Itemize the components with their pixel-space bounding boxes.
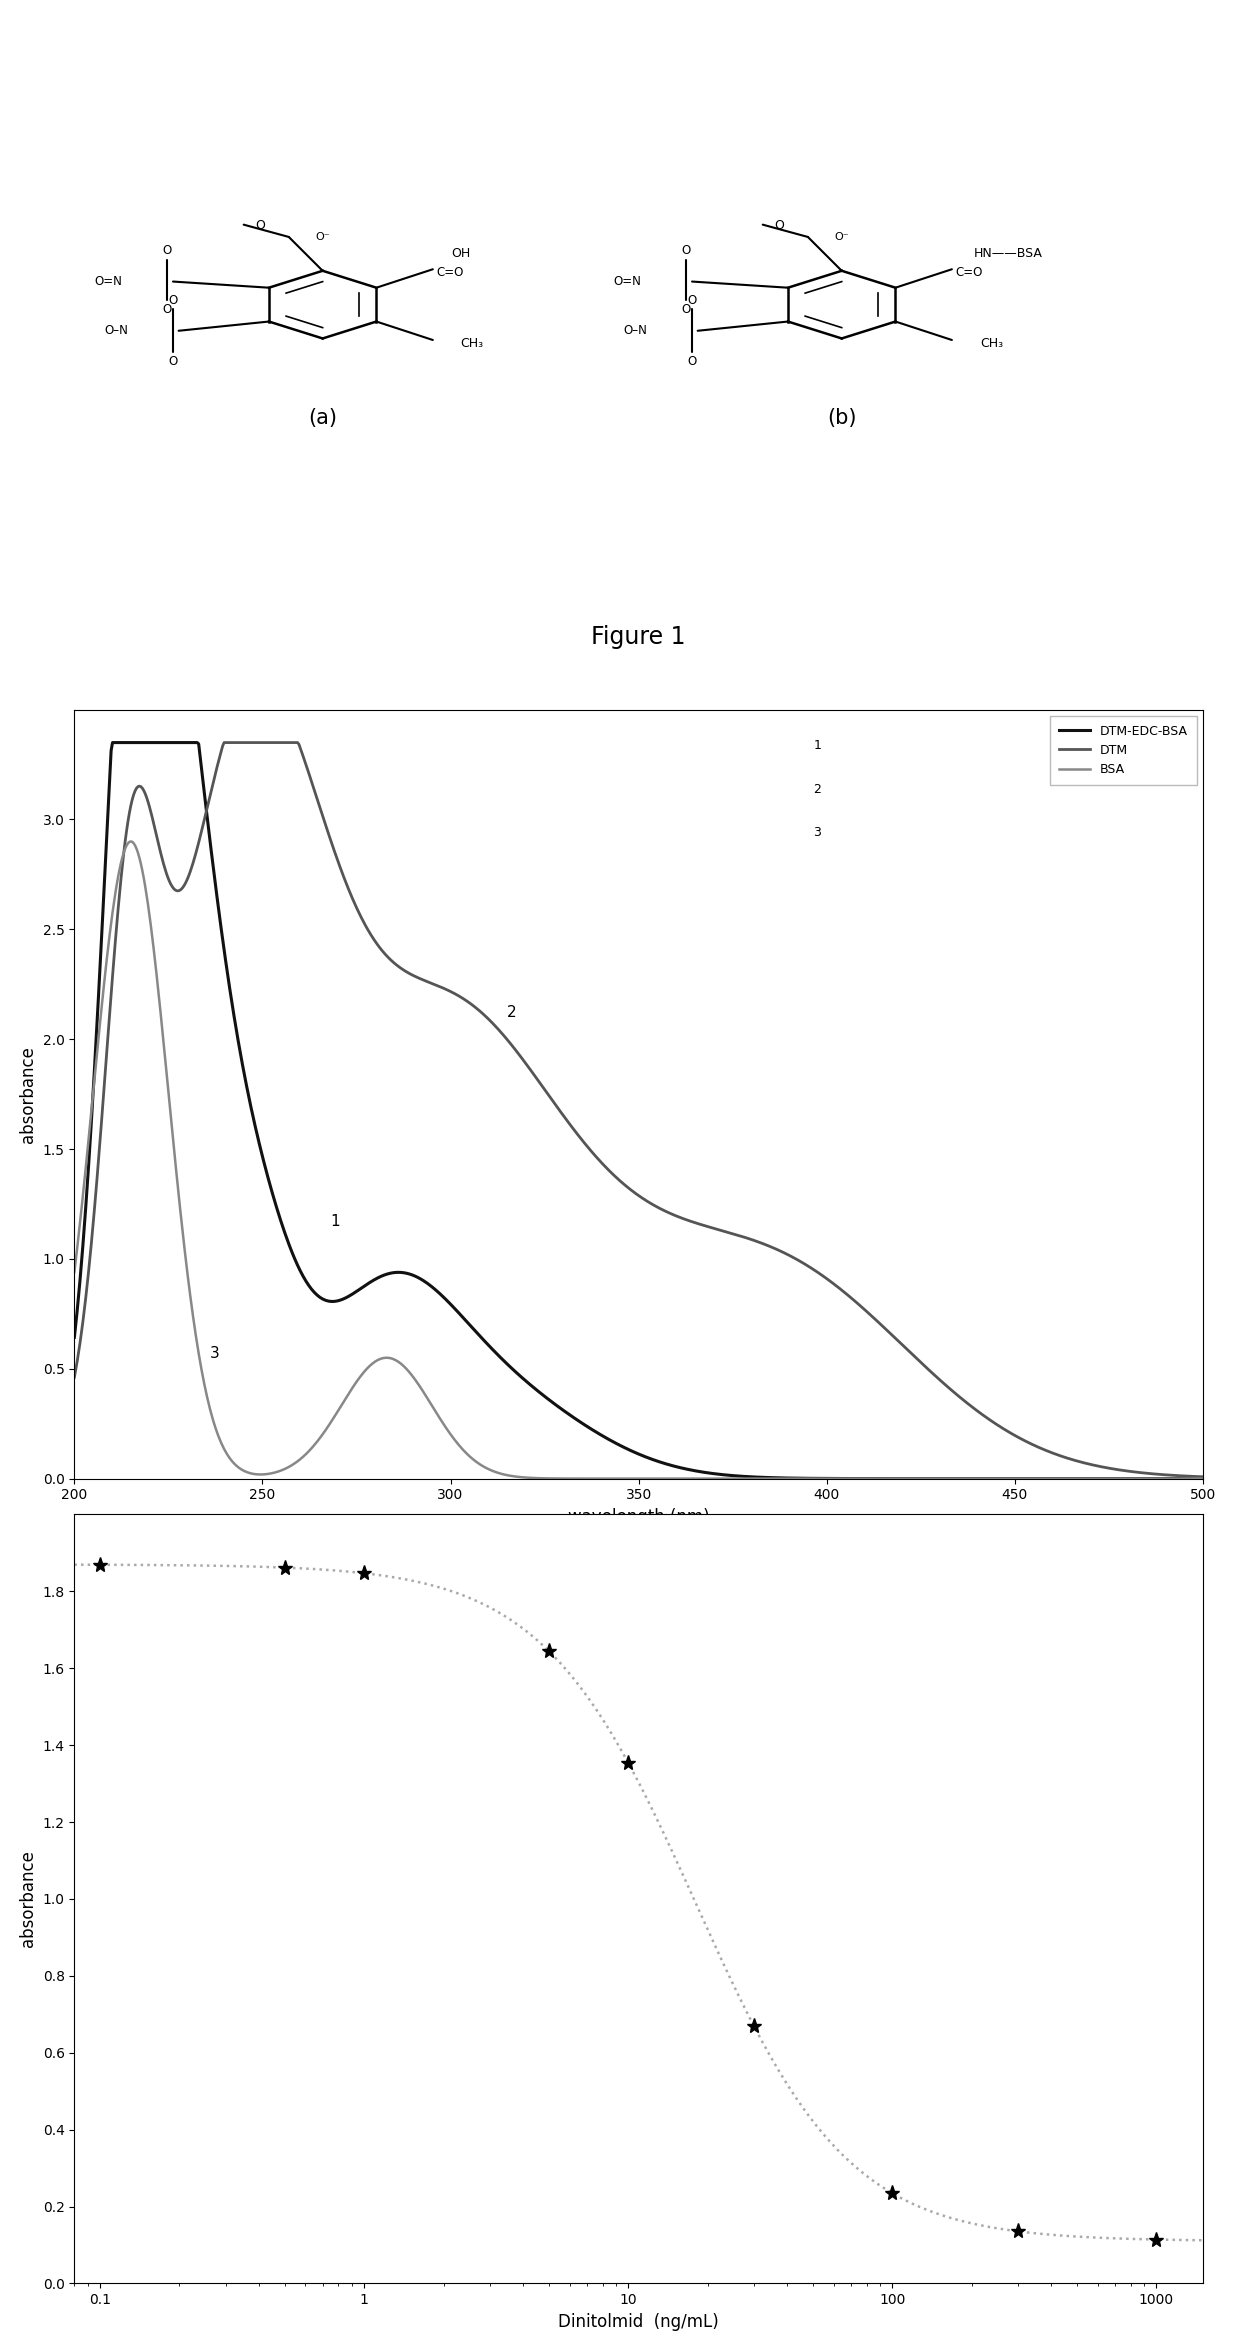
Text: (b): (b) — [827, 408, 857, 429]
Text: (a): (a) — [309, 408, 337, 429]
X-axis label: Dinitolmid  (ng/mL): Dinitolmid (ng/mL) — [558, 2314, 719, 2330]
Text: 3: 3 — [210, 1347, 219, 1361]
Text: CH₃: CH₃ — [980, 337, 1003, 349]
X-axis label: wavelength (nm): wavelength (nm) — [568, 1508, 709, 1527]
Text: OH: OH — [451, 248, 471, 260]
Text: 2: 2 — [507, 1005, 517, 1021]
Text: O: O — [169, 356, 177, 368]
Text: O–N: O–N — [622, 323, 647, 337]
Text: O⁻: O⁻ — [315, 232, 330, 241]
Text: O: O — [255, 220, 265, 232]
Text: O–N: O–N — [104, 323, 128, 337]
Text: HN——BSA: HN——BSA — [973, 248, 1043, 260]
Text: C=O: C=O — [955, 267, 982, 279]
Y-axis label: absorbance: absorbance — [19, 1045, 37, 1143]
Text: O: O — [162, 244, 172, 258]
Text: O: O — [687, 293, 697, 307]
Text: 1: 1 — [330, 1213, 340, 1230]
Text: O⁻: O⁻ — [835, 232, 849, 241]
Y-axis label: absorbance: absorbance — [19, 1850, 37, 1949]
Text: O: O — [775, 220, 785, 232]
Text: O: O — [687, 356, 697, 368]
Text: 2: 2 — [813, 782, 821, 796]
Text: O=N: O=N — [614, 274, 641, 288]
Text: 1: 1 — [813, 738, 821, 752]
Text: Figure 2: Figure 2 — [591, 1579, 686, 1602]
Text: O: O — [169, 293, 177, 307]
Text: O=N: O=N — [94, 274, 123, 288]
Text: O: O — [162, 302, 172, 316]
Text: Figure 1: Figure 1 — [591, 625, 686, 649]
Text: 3: 3 — [813, 827, 821, 838]
Text: O: O — [682, 244, 691, 258]
Text: O: O — [682, 302, 691, 316]
Legend: DTM-EDC-BSA, DTM, BSA: DTM-EDC-BSA, DTM, BSA — [1050, 717, 1197, 785]
Text: C=O: C=O — [436, 267, 464, 279]
Text: CH₃: CH₃ — [461, 337, 484, 349]
